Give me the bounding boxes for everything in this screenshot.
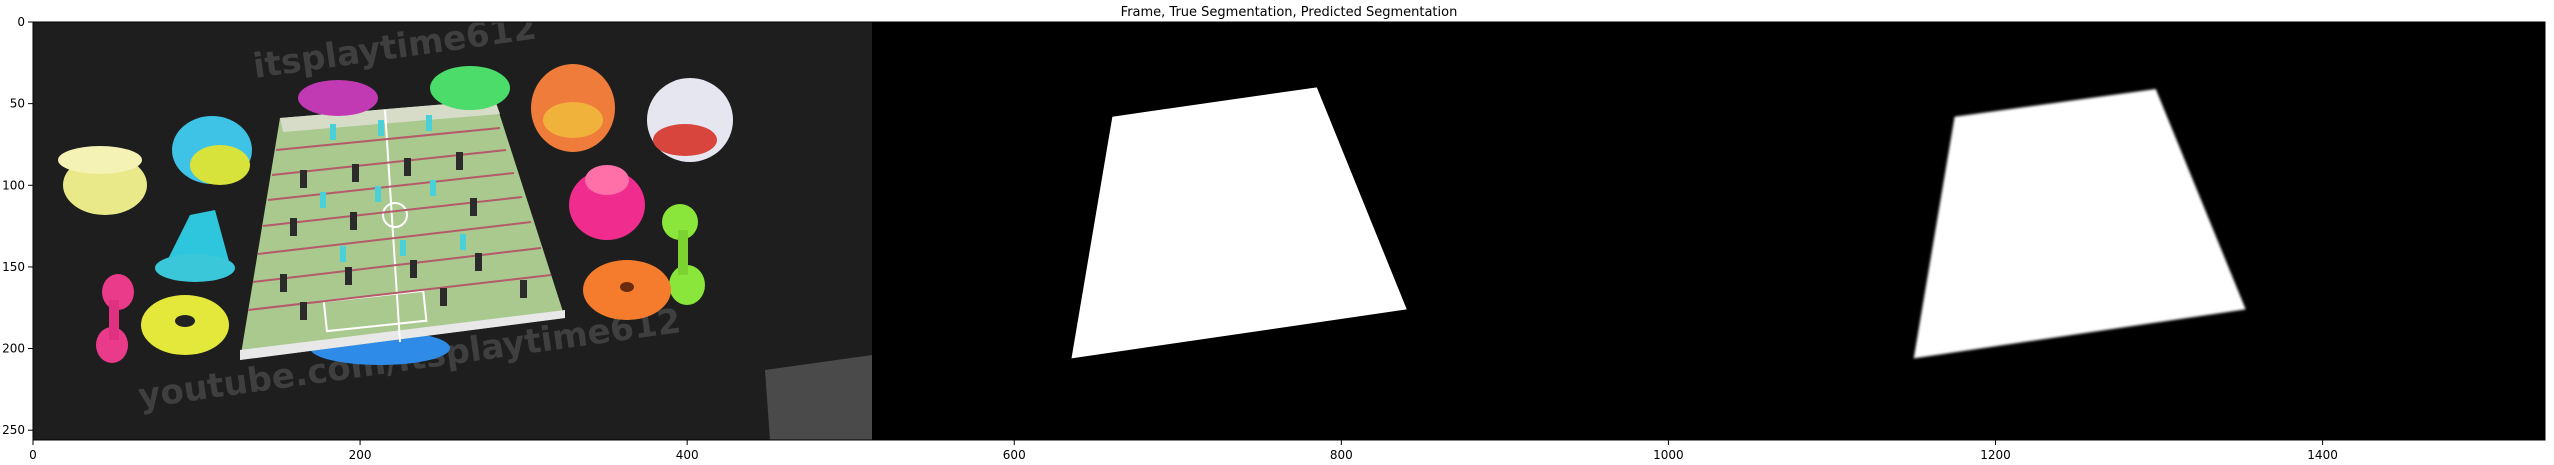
x-tick-label: 1400 <box>2307 448 2338 462</box>
rod-2 <box>271 149 507 176</box>
toy-pink-rattle-handle <box>109 300 119 340</box>
toy-green-rattle-handle <box>678 230 688 275</box>
rod-7 <box>247 274 552 311</box>
toy-cone-base <box>155 254 235 282</box>
player <box>520 280 527 298</box>
board-rim-bottom <box>240 310 565 360</box>
player <box>426 115 432 131</box>
y-tick-label: 250 <box>2 423 25 437</box>
toy-ring-orange-hole <box>620 282 634 292</box>
board-center-circle <box>382 202 408 228</box>
player <box>440 288 447 306</box>
predicted-mask <box>1913 88 2246 359</box>
gray-box <box>765 355 872 440</box>
y-tick-label: 50 <box>10 97 25 111</box>
chart-title: Frame, True Segmentation, Predicted Segm… <box>1121 5 1458 20</box>
player <box>430 180 436 196</box>
y-tick-label: 0 <box>17 15 25 29</box>
y-tick-label: 150 <box>2 260 25 274</box>
y-axis: 0 50 100 150 200 250 <box>2 15 33 437</box>
rod-4 <box>262 196 523 227</box>
toy-green-rattle <box>662 204 698 240</box>
x-axis: 0 200 400 600 800 1000 1200 1400 <box>29 440 2338 462</box>
foosball-player-icons <box>280 115 527 320</box>
board-surface <box>240 100 565 360</box>
player <box>410 260 417 278</box>
cup-magenta <box>298 80 378 116</box>
true-mask <box>1071 87 1407 359</box>
cup-yellow-top <box>58 146 142 174</box>
player <box>352 164 359 182</box>
foosball-board <box>240 100 565 360</box>
player <box>470 198 477 216</box>
player <box>300 170 307 188</box>
cup-orange-label <box>543 102 603 138</box>
frame-panel: itsplaytime612 youtube.com/itsplaytime61… <box>33 22 872 440</box>
player <box>350 212 357 230</box>
x-tick-label: 0 <box>29 448 37 462</box>
x-tick-label: 200 <box>349 448 372 462</box>
rod-1 <box>275 127 501 151</box>
toy-pink-rattle-bottom <box>96 327 128 363</box>
player <box>378 120 384 136</box>
cup-green <box>430 66 510 110</box>
player <box>460 234 466 250</box>
toy-other-icons <box>96 165 705 363</box>
toy-ring-yellow-hole <box>175 315 195 327</box>
x-tick-label: 600 <box>1003 448 1026 462</box>
player <box>375 186 381 202</box>
toy-pink-dome-top <box>585 165 629 195</box>
x-tick-label: 1000 <box>1653 448 1684 462</box>
player <box>400 240 406 256</box>
player <box>290 218 297 236</box>
x-tick-label: 800 <box>1330 448 1353 462</box>
player <box>456 152 463 170</box>
toy-cup-icons <box>58 64 733 215</box>
player <box>340 246 346 262</box>
x-tick-label: 400 <box>676 448 699 462</box>
cup-cyan-body <box>190 145 250 185</box>
player <box>404 158 411 176</box>
player <box>345 267 352 285</box>
true-segmentation-panel <box>1071 87 1407 359</box>
predicted-segmentation-panel <box>1913 88 2246 359</box>
player <box>330 124 336 140</box>
rod-3 <box>267 172 515 201</box>
player <box>280 274 287 292</box>
x-tick-label: 1200 <box>1980 448 2011 462</box>
player <box>475 253 482 271</box>
player <box>300 302 307 320</box>
y-tick-label: 100 <box>2 178 25 192</box>
rod-5 <box>257 221 532 255</box>
axes-frame <box>32 21 2546 441</box>
y-tick-label: 200 <box>2 342 25 356</box>
cup-white-label <box>653 124 717 156</box>
rod-6 <box>252 247 542 283</box>
player <box>320 192 326 208</box>
